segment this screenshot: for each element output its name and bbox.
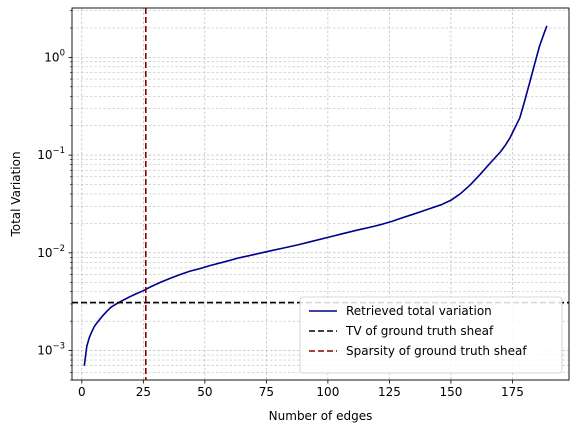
x-tick-label: 0: [78, 385, 86, 399]
y-tick-label: 10−2: [37, 244, 65, 260]
x-axis-label: Number of edges: [269, 409, 373, 423]
x-tick-label: 75: [259, 385, 274, 399]
legend-entry-label: Retrieved total variation: [346, 304, 492, 318]
x-tick-label: 25: [136, 385, 151, 399]
x-tick-label: 50: [197, 385, 212, 399]
legend-box: [299, 296, 563, 374]
ticks: 0 25 50 75 100 125 150 175 10−3 10−2 10−1 100: [37, 10, 524, 399]
x-tick-label: 175: [501, 385, 524, 399]
y-axis-label: Total Variation: [9, 151, 23, 237]
x-tick-label: 150: [439, 385, 462, 399]
y-tick-label: 100: [44, 48, 65, 64]
x-tick-label: 100: [316, 385, 339, 399]
legend: Retrieved total variation TV of ground tr…: [299, 296, 563, 374]
x-tick-label: 125: [378, 385, 401, 399]
legend-entry-label: Sparsity of ground truth sheaf: [346, 344, 527, 358]
legend-entry-label: TV of ground truth sheaf: [345, 324, 494, 338]
y-tick-label: 10−1: [37, 146, 65, 162]
y-tick-label: 10−3: [37, 342, 65, 358]
series-line: [83, 25, 548, 366]
